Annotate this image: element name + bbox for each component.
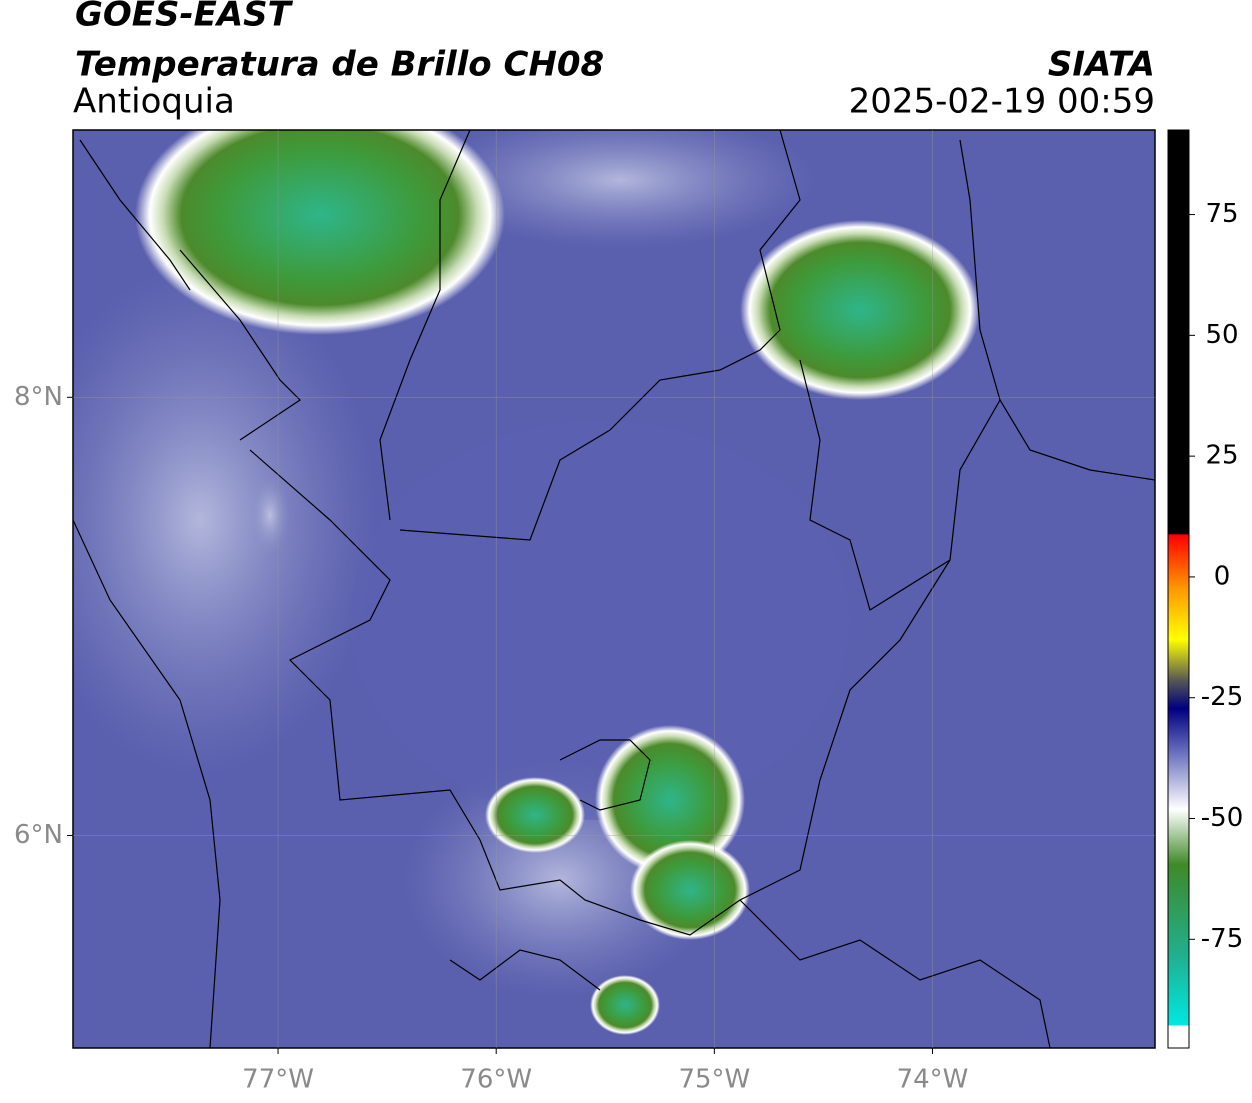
x-tick-label: 74°W xyxy=(897,1065,969,1095)
x-tick-label: 75°W xyxy=(678,1065,750,1095)
colorbar-tick-label: 50 xyxy=(1205,320,1238,350)
y-tick-label: 6°N xyxy=(14,820,63,850)
map-image xyxy=(73,130,1155,1048)
region: Antioquia xyxy=(73,82,235,122)
colorbar-tick-label: 0 xyxy=(1214,561,1231,591)
source: SIATA xyxy=(1048,45,1155,85)
timestamp: 2025-02-19 00:59 xyxy=(849,82,1155,122)
colorbar-tick-label: 25 xyxy=(1205,441,1238,471)
colorbar-tick-label: 75 xyxy=(1205,199,1238,229)
x-tick-label: 77°W xyxy=(242,1065,314,1095)
x-tick-label: 76°W xyxy=(460,1065,532,1095)
colorbar-tick-label: -75 xyxy=(1201,924,1243,954)
colorbar-tick-label: -50 xyxy=(1201,803,1243,833)
map-frame xyxy=(72,129,1156,1049)
y-tick-label: 8°N xyxy=(14,382,63,412)
title: GOES-EAST xyxy=(75,0,294,35)
subtitle: Temperatura de Brillo CH08 xyxy=(75,45,604,85)
colorbar-tick-label: -25 xyxy=(1201,682,1243,712)
colorbar xyxy=(1167,129,1190,1049)
